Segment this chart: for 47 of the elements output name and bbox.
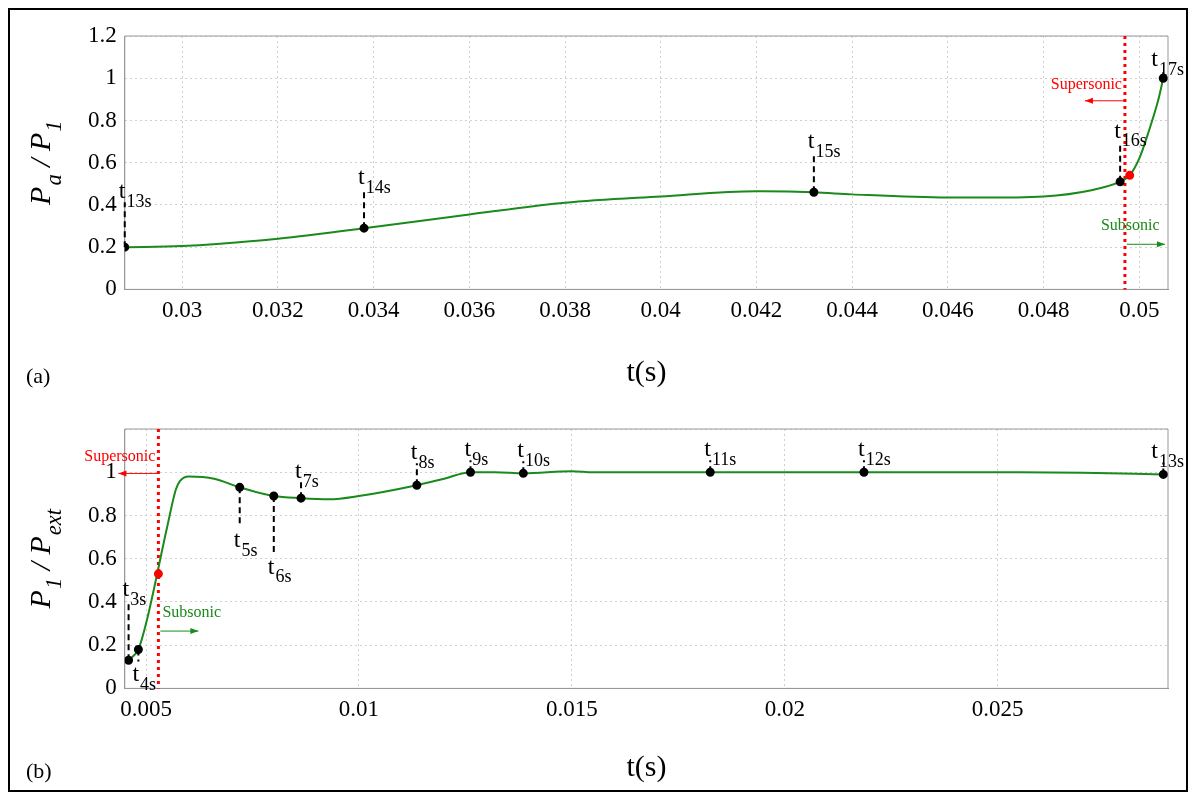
y-tick-label: 1.2 <box>88 22 117 48</box>
x-tick-label: 0.046 <box>921 297 974 323</box>
y-tick-label: 0.6 <box>88 148 117 174</box>
text: (a) <box>26 363 51 388</box>
x-tick-label: 0.036 <box>443 297 496 323</box>
x-tick-label: 0.038 <box>539 297 591 323</box>
point <box>153 569 163 579</box>
y-tick-label: 0.2 <box>88 233 117 259</box>
point <box>412 480 422 490</box>
x-tick-label: 0.04 <box>640 297 682 323</box>
x-tick-label: 0.05 <box>1119 297 1160 323</box>
point <box>518 468 528 478</box>
x-tick-label: 0.005 <box>120 696 172 722</box>
x-tick-label: 0.01 <box>338 696 380 722</box>
x-axis-title: t(s) <box>626 354 667 388</box>
x-tick-label: 0.025 <box>971 696 1024 722</box>
point <box>1158 469 1168 479</box>
x-tick-label: 0.015 <box>545 696 598 722</box>
annotation: Subsonic <box>162 603 222 621</box>
x-tick-label: 0.03 <box>162 297 203 323</box>
y-tick-label: 0 <box>105 674 117 700</box>
x-axis-title: t(s) <box>626 749 667 783</box>
y-tick-label: 0.8 <box>88 501 117 527</box>
y-tick-label: 0.8 <box>88 106 117 132</box>
x-tick-label: 0.032 <box>252 297 304 323</box>
y-tick-label: 0.2 <box>88 631 117 657</box>
annotation: Subsonic <box>1100 216 1160 234</box>
y-tick-label: 0.4 <box>88 190 118 216</box>
x-tick-label: 0.034 <box>347 297 400 323</box>
text: (b) <box>26 758 52 783</box>
point <box>235 482 245 492</box>
annotation: Supersonic <box>1050 74 1122 93</box>
x-tick-label: 0.044 <box>826 297 879 323</box>
y-axis-title: P1 / Pext <box>23 508 66 610</box>
y-tick-label: 0.6 <box>88 544 117 570</box>
point <box>124 655 134 665</box>
point <box>133 644 143 654</box>
point <box>1125 170 1135 180</box>
y-tick-label: 0.4 <box>88 587 118 613</box>
x-tick-label: 0.042 <box>730 297 783 323</box>
x-tick-label: 0.02 <box>764 696 805 722</box>
x-tick-label: 0.048 <box>1017 297 1070 323</box>
y-tick-label: 1 <box>105 64 117 90</box>
point <box>705 467 715 477</box>
y-axis-title: Pa / P1 <box>23 120 66 206</box>
y-tick-label: 0 <box>105 275 117 301</box>
point <box>466 467 476 477</box>
